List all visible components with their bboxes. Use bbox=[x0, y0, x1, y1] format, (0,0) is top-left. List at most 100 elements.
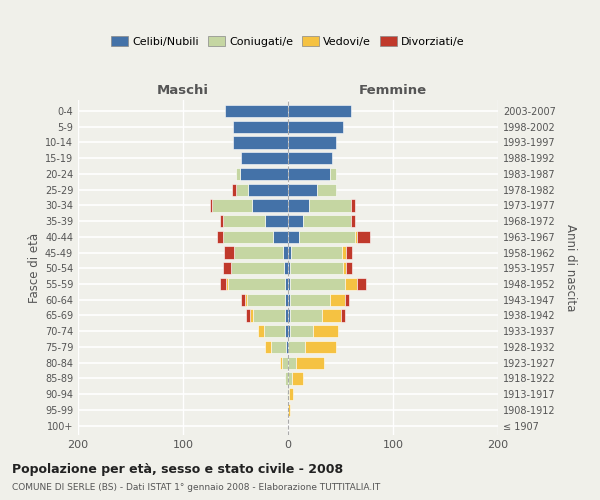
Bar bbox=[288, 184, 317, 196]
Bar bbox=[235, 246, 283, 258]
Bar bbox=[225, 105, 288, 117]
Bar bbox=[212, 199, 253, 211]
Bar bbox=[247, 294, 285, 306]
Bar bbox=[289, 388, 293, 400]
Text: COMUNE DI SERLE (BS) - Dati ISTAT 1° gennaio 2008 - Elaborazione TUTTITALIA.IT: COMUNE DI SERLE (BS) - Dati ISTAT 1° gen… bbox=[12, 484, 380, 492]
Bar bbox=[241, 152, 288, 164]
Bar bbox=[235, 168, 240, 180]
Bar bbox=[358, 278, 366, 290]
Bar bbox=[240, 168, 288, 180]
Bar bbox=[233, 120, 288, 133]
Bar bbox=[246, 310, 250, 322]
Bar bbox=[288, 341, 305, 353]
Bar bbox=[226, 278, 228, 290]
Bar bbox=[309, 199, 351, 211]
Bar bbox=[288, 325, 290, 338]
Bar bbox=[280, 356, 282, 369]
Bar bbox=[290, 278, 345, 290]
Bar bbox=[351, 199, 355, 211]
Bar bbox=[330, 294, 344, 306]
Bar bbox=[274, 230, 288, 243]
Text: Femmine: Femmine bbox=[359, 84, 427, 96]
Text: Maschi: Maschi bbox=[157, 84, 209, 96]
Bar bbox=[253, 199, 288, 211]
Bar bbox=[235, 184, 248, 196]
Bar bbox=[271, 341, 286, 353]
Bar bbox=[248, 184, 288, 196]
Bar bbox=[285, 294, 288, 306]
Bar bbox=[288, 262, 290, 274]
Bar bbox=[285, 310, 288, 322]
Bar bbox=[355, 230, 358, 243]
Bar bbox=[210, 199, 212, 211]
Bar bbox=[288, 152, 332, 164]
Bar bbox=[288, 120, 343, 133]
Bar bbox=[245, 294, 247, 306]
Legend: Celibi/Nubili, Coniugati/e, Vedovi/e, Divorziati/e: Celibi/Nubili, Coniugati/e, Vedovi/e, Di… bbox=[107, 32, 469, 52]
Bar bbox=[265, 215, 288, 227]
Bar bbox=[241, 294, 245, 306]
Bar bbox=[346, 246, 352, 258]
Bar bbox=[288, 388, 289, 400]
Bar bbox=[288, 372, 292, 384]
Bar bbox=[288, 105, 351, 117]
Bar bbox=[220, 278, 226, 290]
Bar bbox=[344, 294, 349, 306]
Bar bbox=[288, 168, 330, 180]
Bar bbox=[288, 136, 337, 148]
Bar bbox=[282, 356, 288, 369]
Bar bbox=[257, 325, 264, 338]
Bar bbox=[290, 310, 322, 322]
Bar bbox=[341, 246, 346, 258]
Bar bbox=[292, 372, 303, 384]
Bar bbox=[296, 356, 324, 369]
Bar bbox=[283, 246, 288, 258]
Bar bbox=[291, 246, 341, 258]
Bar bbox=[264, 325, 285, 338]
Bar bbox=[217, 230, 223, 243]
Bar bbox=[223, 215, 265, 227]
Bar bbox=[265, 341, 271, 353]
Bar bbox=[288, 215, 303, 227]
Bar bbox=[317, 184, 336, 196]
Bar bbox=[290, 294, 330, 306]
Bar bbox=[288, 356, 296, 369]
Bar bbox=[288, 278, 290, 290]
Y-axis label: Anni di nascita: Anni di nascita bbox=[563, 224, 577, 311]
Bar bbox=[285, 372, 288, 384]
Bar bbox=[250, 310, 253, 322]
Bar bbox=[313, 325, 338, 338]
Bar bbox=[343, 262, 346, 274]
Bar bbox=[253, 310, 285, 322]
Bar bbox=[358, 230, 370, 243]
Bar bbox=[232, 262, 284, 274]
Bar bbox=[330, 168, 337, 180]
Bar bbox=[224, 246, 235, 258]
Bar bbox=[346, 262, 352, 274]
Y-axis label: Fasce di età: Fasce di età bbox=[28, 232, 41, 302]
Bar bbox=[233, 136, 288, 148]
Bar bbox=[288, 199, 309, 211]
Bar bbox=[285, 278, 288, 290]
Bar bbox=[284, 262, 288, 274]
Bar bbox=[288, 230, 299, 243]
Bar bbox=[299, 230, 355, 243]
Bar bbox=[223, 262, 232, 274]
Bar bbox=[305, 341, 337, 353]
Bar bbox=[232, 184, 235, 196]
Bar bbox=[285, 325, 288, 338]
Bar bbox=[287, 388, 288, 400]
Bar bbox=[286, 341, 288, 353]
Bar bbox=[303, 215, 351, 227]
Bar bbox=[228, 278, 285, 290]
Bar bbox=[344, 278, 358, 290]
Bar bbox=[290, 262, 343, 274]
Bar bbox=[220, 215, 223, 227]
Bar bbox=[288, 310, 290, 322]
Bar bbox=[290, 325, 313, 338]
Bar bbox=[322, 310, 341, 322]
Bar bbox=[351, 215, 355, 227]
Bar bbox=[288, 294, 290, 306]
Bar bbox=[341, 310, 344, 322]
Text: Popolazione per età, sesso e stato civile - 2008: Popolazione per età, sesso e stato civil… bbox=[12, 462, 343, 475]
